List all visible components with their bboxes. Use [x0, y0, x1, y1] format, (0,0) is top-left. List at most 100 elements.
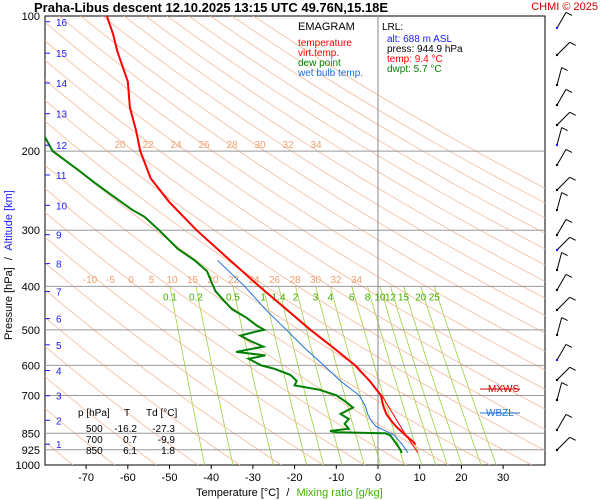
ylabel-sep: / [3, 256, 15, 260]
wind-barb-dot [555, 26, 559, 30]
wind-barb-dot [555, 428, 559, 432]
dry-adiabat [210, 16, 545, 219]
dry-adiabat [145, 16, 545, 266]
dry-adiabat [123, 16, 545, 282]
legend: EMAGRAM temperature virt.temp. dew point… [297, 21, 363, 79]
wind-barb [556, 127, 563, 146]
mixing-ratio-label: 10 [374, 292, 386, 303]
wind-barb-flag [569, 41, 576, 46]
pressure-tick-label: 100 [22, 11, 40, 23]
copyright: CHMI © 2025 [531, 1, 598, 13]
temperature-tick-label: -40 [203, 472, 219, 484]
dry-adiabat-label: 20 [207, 275, 219, 286]
wind-barb-dot [555, 53, 559, 57]
xlabel-mix: Mixing ratio [g/kg] [296, 487, 382, 499]
saturated-adiabat-label: 24 [170, 140, 182, 151]
lrl-title: LRL: [382, 22, 403, 33]
table-header-p: p [hPa] [78, 408, 110, 419]
wind-barb-flag [565, 413, 573, 418]
wind-barb [556, 252, 563, 271]
wind-barb [556, 366, 571, 381]
wind-barb-flag [569, 236, 576, 241]
table-row-t: 0.7 [123, 435, 137, 446]
wind-barb-dot [555, 378, 559, 382]
altitude-tick-label: 2 [56, 416, 62, 427]
pressure-tick-label: 850 [22, 428, 40, 440]
wind-barb-flag [569, 176, 576, 181]
dry-adiabat-label: 22 [228, 275, 240, 286]
pressure-tick-label: 925 [22, 445, 40, 457]
pressure-tick-label: 1000 [16, 460, 40, 472]
altitude-tick-label: 15 [56, 49, 68, 60]
wind-barbs [555, 11, 576, 452]
temperature-tick-label: 20 [455, 472, 467, 484]
dry-adiabat-label: 0 [128, 275, 134, 286]
altitude-tick-label: 9 [56, 231, 62, 242]
legend-title: EMAGRAM [298, 21, 355, 33]
wind-barb-flag [561, 67, 568, 72]
saturated-adiabat-label: 32 [282, 140, 294, 151]
wind-barb-dot [555, 248, 559, 252]
dry-adiabat [45, 59, 545, 390]
xlabel-temp: Temperature [°C] [196, 487, 279, 499]
temperature-tick-label: -10 [328, 472, 344, 484]
wind-barb-dot [555, 233, 559, 237]
mixing-ratio-label: 12 [385, 292, 397, 303]
dry-adiabat-label: 24 [248, 275, 260, 286]
dry-adiabat-label: 26 [269, 275, 281, 286]
series-virt-temp- [229, 259, 419, 454]
mixing-ratio-label: 2 [293, 292, 299, 303]
level-markers: MXWS WBZL [480, 384, 520, 419]
ylabel-pressure: Pressure [hPa] [3, 267, 15, 340]
wind-barb-dot [555, 358, 559, 362]
wind-barb [556, 176, 571, 191]
mixing-ratio-labels: 0.1 0.2 0.5 1 1.4 2 3 4 6 8 10 12 15 20 25 [163, 292, 440, 303]
dry-adiabat-label: -5 [106, 275, 115, 286]
dry-adiabat [166, 16, 545, 250]
dry-adiabat [45, 79, 545, 410]
wind-barb-dot [555, 333, 559, 337]
table-row-p: 850 [86, 446, 103, 457]
wind-barb-flag [565, 88, 573, 93]
legend-item-dew-point: dew point [298, 58, 341, 69]
table-row-td: 1.8 [161, 446, 175, 457]
wind-barb-flag [561, 252, 568, 257]
legend-item-virt-temp: virt.temp. [298, 48, 339, 59]
temperature-tick-label: -20 [287, 472, 303, 484]
sounding-series [45, 16, 419, 454]
dry-adiabat [58, 16, 545, 334]
pressure-tick-label: 700 [22, 390, 40, 402]
wind-barb-dot [555, 288, 559, 292]
table-row-p: 700 [86, 435, 103, 446]
wind-barb-flag [569, 111, 576, 116]
wind-barb-dot [555, 268, 559, 272]
wind-barb-dot [555, 188, 559, 192]
dry-adiabat [102, 16, 545, 299]
altitude-tick-label: 10 [56, 201, 68, 212]
chart-title: Praha-Libus descent 12.10.2025 13:15 UTC… [34, 0, 388, 15]
wind-barb [556, 149, 567, 166]
mixing-ratio-label: 8 [365, 292, 371, 303]
wind-barb [556, 67, 563, 86]
table-row-td: -9.9 [158, 435, 176, 446]
dry-adiabat [188, 16, 545, 234]
altitude-tick-label: 3 [56, 392, 62, 403]
ylabel-altitude: Altitude [km] [3, 190, 15, 251]
dry-adiabat [45, 21, 545, 352]
wind-barb-flag [569, 436, 576, 441]
wind-barb-dot [555, 103, 559, 107]
altitude-tick-label: 13 [56, 110, 68, 121]
mixing-ratio-label: 0.2 [189, 292, 203, 303]
saturated-adiabat-label: 30 [254, 140, 266, 151]
wind-barb [556, 236, 571, 251]
mxws-label: MXWS [488, 384, 519, 395]
wind-barb-dot [555, 143, 559, 147]
table-row-td: -27.3 [152, 424, 175, 435]
wind-barb [556, 274, 567, 291]
mixing-ratio-label: 1 [260, 292, 266, 303]
series-dew-point [45, 135, 403, 454]
pressure-tick-label: 200 [22, 146, 40, 158]
legend-item-wet-bulb: wet bulb temp. [297, 68, 363, 79]
